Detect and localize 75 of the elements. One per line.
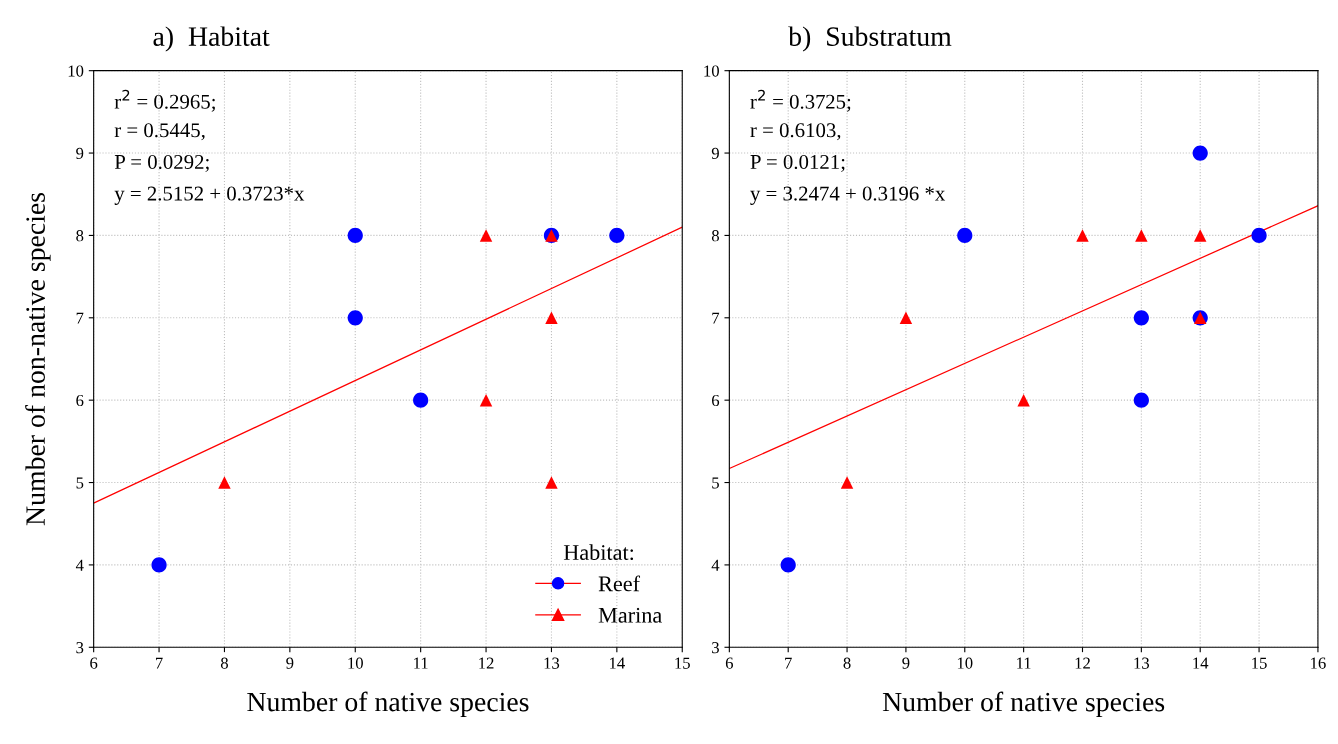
x-tick-label: 14	[609, 657, 625, 669]
point	[1076, 229, 1089, 242]
point	[1133, 310, 1149, 326]
annotation: r = 0.5445,	[114, 123, 205, 141]
x-tick-label: 7	[155, 657, 163, 669]
point	[545, 311, 558, 325]
x-tick-label: 13	[1134, 657, 1150, 669]
x-axis-title: Number of native species	[247, 691, 529, 718]
x-tick-label: 12	[479, 657, 494, 669]
y-tick-label: 10	[704, 65, 719, 77]
legend-label: Marina	[598, 607, 662, 623]
x-tick-label: 9	[902, 657, 910, 669]
chart-title: b) Substratum	[788, 26, 952, 52]
x-tick-label: 11	[1017, 657, 1031, 669]
point	[545, 476, 558, 489]
point	[1017, 393, 1030, 407]
annotation: r$^{2}$ = 0.3725;	[750, 89, 851, 112]
chart-title: a) Habitat	[153, 26, 270, 52]
y-tick-label: 3	[76, 642, 84, 654]
y-tick-label: 5	[712, 477, 719, 489]
point	[840, 476, 854, 489]
y-tick-label: 6	[76, 394, 84, 407]
y-tick-label: 6	[712, 394, 720, 407]
annotation: r$^{2}$ = 0.2965;	[114, 89, 215, 112]
x-tick-label: 14	[1193, 657, 1209, 669]
y-tick-label: 8	[711, 230, 719, 242]
x-tick-label: 12	[1075, 657, 1090, 669]
x-tick-label: 7	[785, 657, 792, 669]
point	[1192, 145, 1208, 161]
annotation: y = 3.2474 + 0.3196 *x	[750, 186, 946, 205]
annotation: y = 2.5152 + 0.3723*x	[114, 186, 305, 205]
point	[609, 227, 625, 244]
point	[899, 311, 913, 325]
x-tick-label: 13	[544, 657, 560, 669]
legend-label: Reef	[598, 575, 641, 592]
x-tick-label: 6	[725, 657, 734, 669]
y-tick-label: 3	[712, 642, 719, 654]
point	[1194, 229, 1207, 242]
x-tick-label: 6	[90, 657, 98, 669]
y-axis-title: Number of non-native species	[25, 192, 51, 526]
x-tick-label: 8	[220, 657, 228, 669]
y-tick-label: 4	[75, 559, 84, 571]
y-tick-label: 10	[68, 65, 84, 77]
point	[347, 227, 363, 244]
point	[957, 227, 973, 244]
x-tick-label: 9	[286, 657, 294, 669]
annotation: r = 0.6103,	[750, 123, 841, 141]
point	[1251, 227, 1267, 244]
y-tick-label: 4	[711, 559, 720, 571]
point	[151, 557, 167, 573]
x-tick-label: 15	[675, 657, 690, 669]
legend-title: Habitat:	[563, 544, 634, 561]
point	[218, 476, 231, 489]
y-tick-label: 5	[76, 477, 84, 489]
x-tick-label: 8	[843, 657, 851, 669]
x-tick-label: 15	[1252, 657, 1267, 669]
y-tick-label: 7	[76, 312, 84, 324]
x-tick-label: 10	[957, 657, 973, 669]
x-tick-label: 16	[1311, 657, 1326, 669]
x-tick-label: 11	[414, 657, 428, 669]
point	[479, 393, 493, 407]
annotation: P = 0.0121;	[750, 154, 845, 172]
x-tick-label: 10	[348, 657, 363, 669]
point	[1133, 392, 1149, 408]
point	[413, 392, 429, 408]
y-tick-label: 7	[712, 312, 720, 324]
y-tick-label: 9	[76, 147, 84, 159]
annotation: P = 0.0292;	[114, 154, 209, 172]
point	[479, 229, 493, 242]
point	[1135, 229, 1148, 242]
point	[347, 310, 363, 326]
x-axis-title: Number of native species	[882, 691, 1165, 718]
y-tick-label: 9	[711, 147, 719, 159]
y-tick-label: 8	[76, 230, 84, 242]
point	[780, 557, 796, 573]
